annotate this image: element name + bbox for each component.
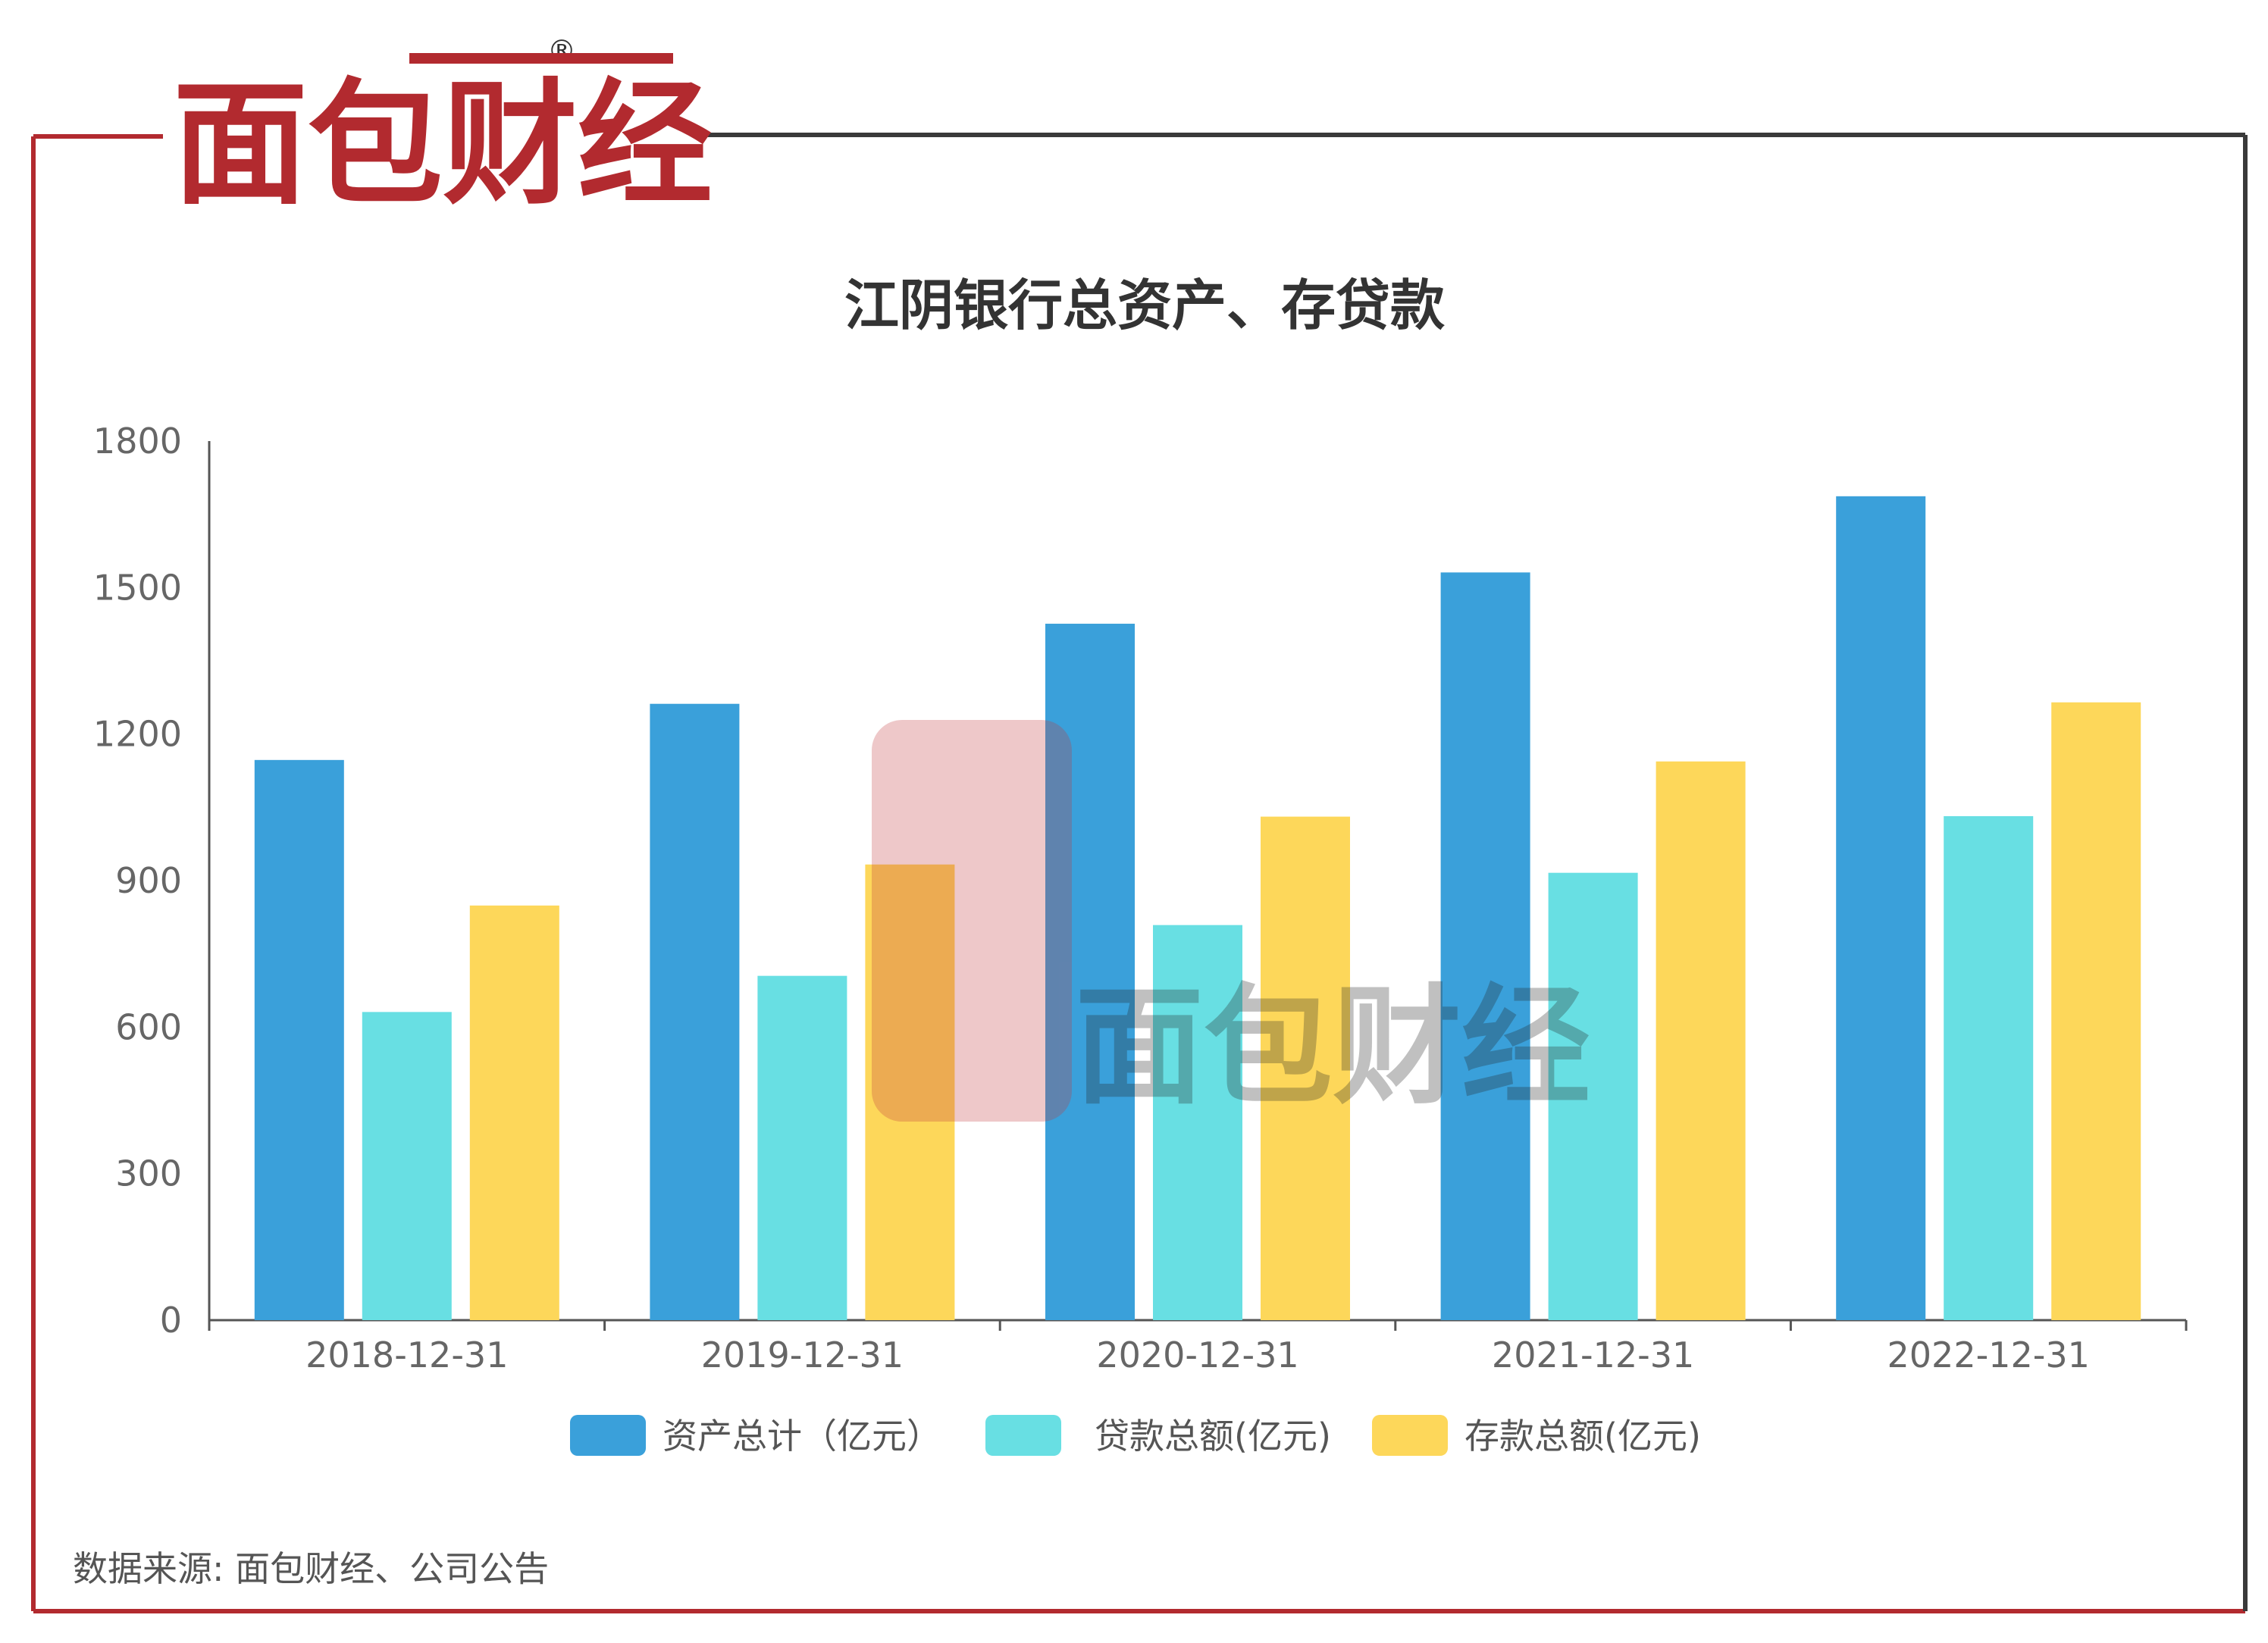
legend: 资产总计（亿元） 贷款总额(亿元) 存款总额(亿元) [570, 1415, 1701, 1457]
y-tick-label: 1800 [93, 421, 182, 462]
legend-swatch-1 [570, 1415, 646, 1456]
x-tick-label: 2019-12-31 [701, 1335, 904, 1375]
bar-series-1-2019-12-31 [650, 703, 740, 1320]
card-frame [31, 133, 2248, 1613]
x-tick-label: 2021-12-31 [1492, 1335, 1694, 1375]
bar-series-1-2020-12-31 [1045, 624, 1135, 1320]
y-tick-label: 0 [160, 1300, 182, 1341]
bar-series-1-2022-12-31 [1836, 496, 1926, 1320]
bar-series-2-2020-12-31 [1153, 925, 1242, 1320]
bar-series-3-2019-12-31 [865, 864, 955, 1320]
y-tick-label: 900 [115, 860, 182, 901]
logo-text: 面包财经 [173, 66, 713, 223]
y-tick-label: 1500 [93, 567, 182, 608]
source-note: 数据来源: 面包财经、公司公告 [73, 1548, 549, 1589]
y-tick-labels: 0 300 600 900 1200 1500 1800 [93, 421, 182, 1341]
watermark: 面包财经 [872, 720, 1590, 1122]
brand-logo: 面包财经 ® [173, 34, 713, 223]
bar-series-3-2020-12-31 [1261, 816, 1350, 1320]
bar-series-3-2022-12-31 [2051, 702, 2141, 1320]
legend-swatch-2 [985, 1415, 1061, 1456]
bar-series-2-2019-12-31 [757, 975, 847, 1320]
bar-series-1-2018-12-31 [254, 759, 344, 1320]
bar-series-2-2022-12-31 [1944, 815, 2034, 1320]
legend-label-1: 资产总计（亿元） [663, 1416, 941, 1457]
legend-swatch-3 [1372, 1415, 1448, 1456]
legend-label-3: 存款总额(亿元) [1464, 1416, 1701, 1457]
legend-label-2: 贷款总额(亿元) [1095, 1416, 1331, 1457]
x-tick-label: 2022-12-31 [1887, 1335, 2090, 1375]
bars [254, 496, 2141, 1320]
bar-series-3-2018-12-31 [469, 905, 559, 1320]
bar-series-2-2021-12-31 [1548, 872, 1638, 1320]
chart-title: 江阴银行总资产、存贷款 [844, 274, 1445, 337]
x-tick-label: 2018-12-31 [305, 1335, 508, 1375]
bar-series-1-2021-12-31 [1440, 572, 1530, 1320]
x-tick-labels: 2018-12-31 2019-12-31 2020-12-31 2021-12-31… [208, 1320, 2188, 1375]
bar-series-3-2021-12-31 [1656, 761, 1746, 1320]
y-tick-label: 1200 [93, 714, 182, 755]
bar-series-2-2018-12-31 [362, 1012, 452, 1320]
watermark-text: 面包财经 [1075, 972, 1590, 1122]
x-tick-label: 2020-12-31 [1096, 1335, 1298, 1375]
y-tick-label: 600 [115, 1006, 182, 1047]
y-tick-label: 300 [115, 1153, 182, 1194]
